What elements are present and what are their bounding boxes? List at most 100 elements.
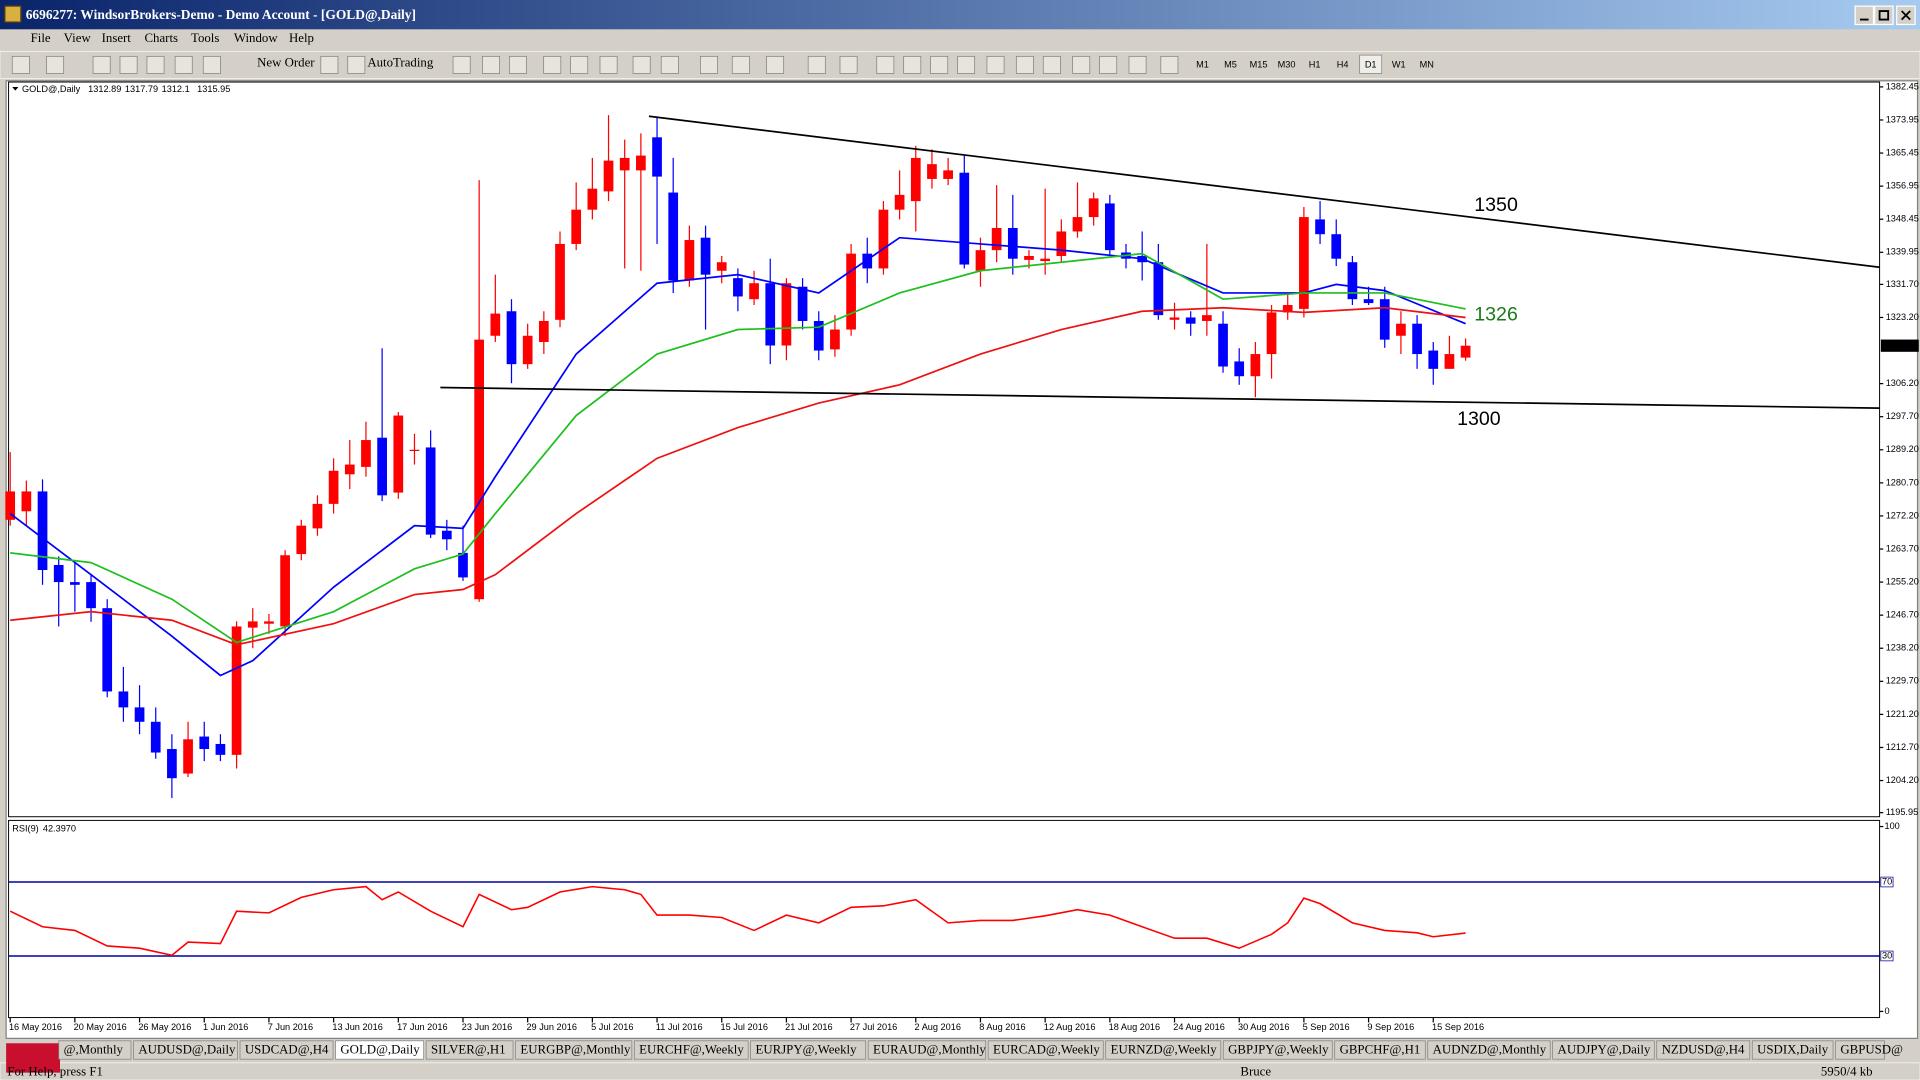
chart-tab-label[interactable]: EURJPY@,Weekly [756,1043,858,1057]
chart-tab-label[interactable]: EURGBP@,Monthly [520,1043,631,1057]
toolbar-icon[interactable] [731,55,750,74]
autotrading-button[interactable]: AutoTrading [367,56,433,70]
x-tick-label: 8 Aug 2016 [979,1022,1025,1032]
toolbar-icon[interactable] [119,55,138,74]
chart-tab[interactable] [1835,1040,1885,1060]
candle-body [506,311,517,365]
toolbar-icon[interactable] [660,55,679,74]
toolbar-icon[interactable] [202,55,221,74]
toolbar-icon[interactable] [347,55,366,74]
timeframe-button[interactable]: D1 [1365,59,1377,69]
chart-tab[interactable] [58,1040,132,1060]
toolbar-icon[interactable] [452,55,471,74]
menu-item[interactable]: Insert [102,31,132,45]
menu-item[interactable]: File [31,31,51,45]
candle-body [1444,354,1455,369]
toolbar-icon[interactable] [174,55,193,74]
toolbar-icon[interactable] [986,55,1005,74]
chart-tab-label[interactable]: GBPJPY@,Weekly [1228,1043,1329,1057]
y-tick-label: 1238.20 [1886,643,1919,653]
chart-tab-label[interactable]: NZDUSD@,H4 [1662,1043,1745,1057]
chart-tab[interactable] [750,1040,867,1060]
chart-tab[interactable] [335,1040,425,1060]
candle-body [247,621,258,628]
toolbar-icon[interactable] [482,55,500,74]
candle-body [943,170,953,179]
chart-tab[interactable] [1334,1040,1426,1060]
chart-tab-label[interactable]: USDIX,Daily [1757,1043,1829,1057]
chart-tab[interactable] [239,1040,334,1060]
chart-tab[interactable] [1552,1040,1655,1060]
chart-tab[interactable] [133,1040,238,1060]
toolbar-icon[interactable] [766,55,785,74]
toolbar-icon[interactable] [570,55,589,74]
toolbar-icon[interactable] [903,55,922,74]
toolbar-icon[interactable] [1015,55,1034,74]
chart-tab[interactable] [1105,1040,1222,1060]
timeframe-button[interactable]: M30 [1278,59,1296,69]
toolbar-icon[interactable] [839,55,858,74]
maximize-button[interactable] [1874,5,1894,26]
timeframe-button[interactable]: MN [1420,59,1434,69]
timeframe-button[interactable]: H1 [1309,59,1321,69]
minimize-button[interactable] [1854,5,1875,26]
timeframe-button[interactable]: W1 [1392,59,1406,69]
toolbar-icon[interactable] [11,55,30,74]
moving-average [9,236,1466,677]
menu-item[interactable]: Charts [144,31,178,45]
timeframe-button[interactable]: H4 [1337,59,1349,69]
timeframe-button[interactable]: M1 [1196,59,1209,69]
chart-tab-label[interactable]: AUDJPY@,Daily [1558,1043,1651,1057]
menu-item[interactable]: View [64,31,92,45]
toolbar-icon[interactable] [320,55,339,74]
toolbar-icon[interactable] [1042,55,1061,74]
x-tick-label: 11 Jul 2016 [656,1022,703,1032]
toolbar-icon[interactable] [1160,55,1179,74]
chart-tab-label[interactable]: GBPCHF@,H1 [1340,1043,1421,1057]
chart-tab[interactable] [1656,1040,1751,1060]
toolbar-icon[interactable] [807,55,826,74]
toolbar-icon[interactable] [92,55,111,74]
chart-tab[interactable] [425,1040,514,1060]
chart-tab[interactable] [1751,1040,1834,1060]
chart-tab-label[interactable]: GBPUSD@ [1840,1043,1903,1057]
new-order-button[interactable]: New Order [257,56,315,70]
toolbar-icon[interactable] [876,55,895,74]
chart-tab-label[interactable]: EURAUD@,Monthly [873,1043,986,1057]
chart-tab-label[interactable]: EURCAD@,Weekly [993,1043,1100,1057]
toolbar-icon[interactable] [1072,55,1091,74]
toolbar-icon[interactable] [632,55,651,74]
menu-item[interactable]: Help [289,31,314,45]
toolbar-icon[interactable] [930,55,949,74]
toolbar-icon[interactable] [509,55,527,74]
y-tick-label: 1195.95 [1886,807,1918,817]
toolbar-icon[interactable] [700,55,718,74]
chart-tab-label[interactable]: AUDUSD@,Daily [138,1043,236,1057]
toolbar-icon[interactable] [1099,55,1118,74]
toolbar-icon[interactable] [543,55,562,74]
toolbar-icon[interactable] [1128,55,1147,74]
chart-tab-label[interactable]: EURNZD@,Weekly [1111,1043,1218,1057]
chart-tab[interactable] [633,1040,749,1060]
toolbar-icon[interactable] [599,55,618,74]
timeframe-button[interactable]: M15 [1250,59,1268,69]
toolbar-icon[interactable] [957,55,976,74]
chart-tab[interactable] [1222,1040,1333,1060]
toolbar-icon[interactable] [46,55,65,74]
chart-tab-label[interactable]: AUDNZD@,Monthly [1433,1043,1547,1057]
chart-tab[interactable] [1427,1040,1551,1060]
chart-tab-label[interactable]: EURCHF@,Weekly [639,1043,744,1057]
chart-tab[interactable] [515,1040,633,1060]
timeframe-button[interactable]: M5 [1224,59,1237,69]
chart-tab-label[interactable]: @,Monthly [64,1043,124,1057]
y-tick-label: 1263.70 [1886,543,1919,553]
chart-tab-label[interactable]: GOLD@,Daily [340,1043,420,1057]
chart-tab[interactable] [987,1040,1104,1060]
chart-tab[interactable] [867,1040,987,1060]
toolbar-icon[interactable] [146,55,165,74]
menu-item[interactable]: Tools [191,31,219,45]
chart-tab-label[interactable]: USDCAD@,H4 [245,1043,329,1057]
candle-body [781,283,792,346]
menu-item[interactable]: Window [234,31,278,45]
chart-tab-label[interactable]: SILVER@,H1 [431,1043,506,1057]
